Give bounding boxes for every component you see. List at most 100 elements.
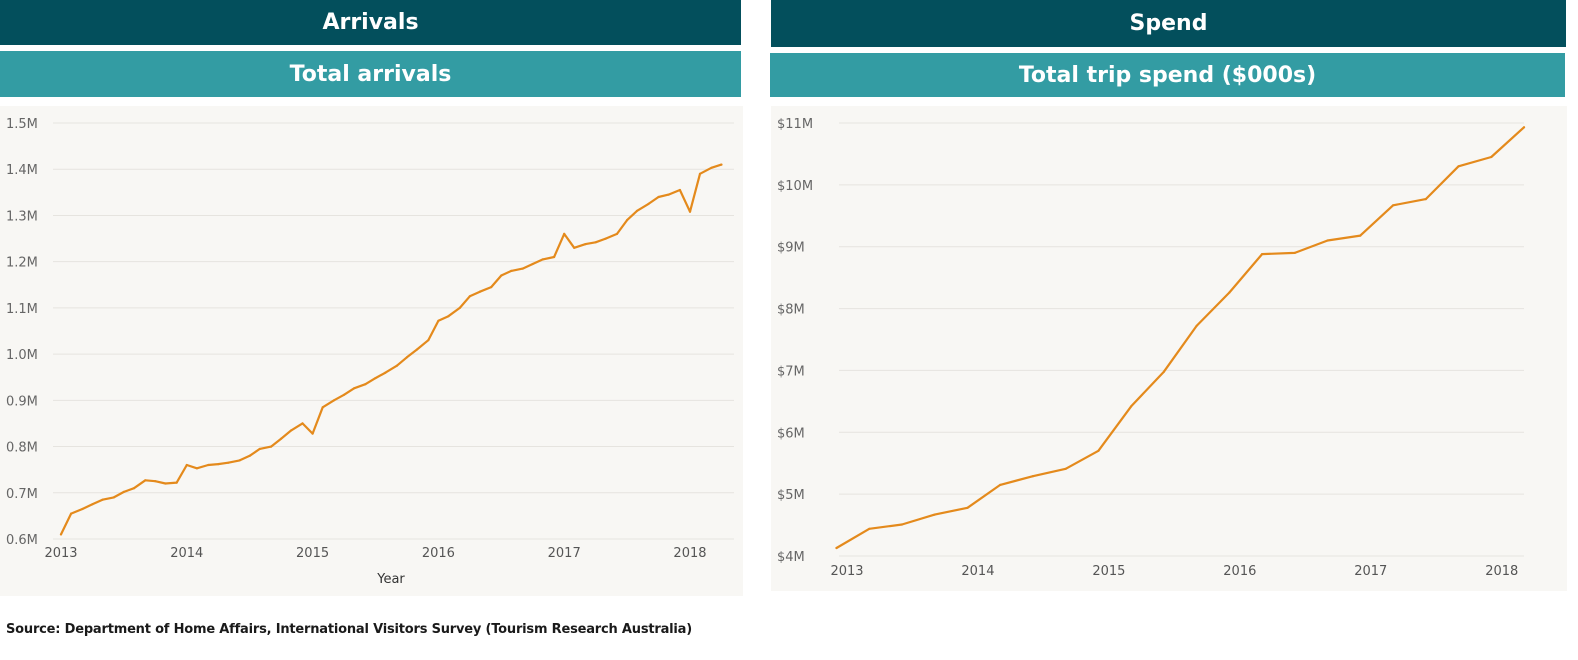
- data-point: [301, 422, 304, 425]
- y-tick-label: 1.2M: [6, 256, 38, 271]
- data-point: [553, 255, 556, 259]
- y-tick-label: 1.4M: [6, 163, 38, 178]
- data-point: [290, 429, 293, 432]
- x-tick-label: 2015: [1092, 564, 1125, 579]
- arrivals-line-chart: 0.6M 0.7M 0.8M 0.9M 1.0M 1.1M 1.2M 1.3M 1.4M 1.5M…: [6, 117, 734, 587]
- data-point: [395, 364, 398, 367]
- data-point: [541, 258, 544, 261]
- data-point: [636, 209, 639, 212]
- data-point: [59, 533, 63, 536]
- data-point: [510, 269, 513, 272]
- data-point: [81, 507, 84, 511]
- spend-panel: Spend Total trip spend ($000s) $4M $5M $6M…: [770, 0, 1567, 600]
- data-point: [999, 483, 1002, 486]
- data-point: [238, 459, 241, 462]
- y-tick-label: $9M: [777, 241, 805, 256]
- x-tick-label: 2018: [1485, 564, 1518, 579]
- data-point: [1130, 405, 1133, 408]
- data-point: [720, 163, 723, 166]
- data-point: [594, 241, 597, 244]
- data-point: [122, 490, 125, 493]
- data-point: [900, 523, 904, 526]
- data-point: [1359, 234, 1362, 237]
- data-point: [258, 447, 261, 450]
- data-point: [1261, 253, 1264, 256]
- x-tick-label: 2014: [170, 546, 203, 561]
- data-point: [280, 437, 283, 440]
- data-point: [248, 454, 251, 457]
- x-tick-label: 2014: [961, 564, 994, 579]
- data-point: [1522, 126, 1526, 129]
- x-tick-label: 2017: [1354, 564, 1387, 579]
- data-point: [154, 480, 157, 483]
- data-point: [1097, 449, 1100, 452]
- data-point: [478, 290, 481, 293]
- arrivals-chart-title: Total arrivals: [0, 51, 741, 97]
- data-point: [1064, 467, 1067, 470]
- spend-section-title: Spend: [771, 0, 1566, 47]
- data-point: [405, 356, 408, 359]
- x-tick-label: 2016: [422, 546, 455, 561]
- data-point: [1392, 204, 1395, 207]
- data-point: [112, 496, 115, 499]
- y-tick-label: $6M: [777, 426, 805, 441]
- y-tick-label: 0.7M: [6, 487, 38, 502]
- arrivals-panel: Arrivals Total arrivals 0.6M 0.7M 0.8M 0.9M…: [0, 0, 743, 600]
- y-tick-label: 1.0M: [6, 348, 38, 363]
- data-point: [868, 527, 871, 530]
- data-point: [647, 202, 650, 205]
- data-point: [175, 481, 178, 484]
- data-point: [353, 387, 356, 390]
- data-point: [667, 193, 670, 196]
- y-tick-label: 1.3M: [6, 209, 38, 224]
- arrivals-chart: 0.6M 0.7M 0.8M 0.9M 1.0M 1.1M 1.2M 1.3M 1.4M 1.5M…: [0, 106, 743, 596]
- data-point: [332, 399, 336, 402]
- data-point: [584, 243, 587, 246]
- y-tick-label: $5M: [777, 488, 805, 503]
- data-point: [101, 498, 104, 501]
- data-point: [521, 267, 524, 270]
- data-point: [364, 383, 367, 386]
- data-point: [573, 246, 576, 249]
- data-point: [132, 487, 136, 490]
- data-point: [1293, 251, 1296, 254]
- arrivals-section-title: Arrivals: [0, 0, 741, 45]
- data-point: [563, 232, 566, 235]
- y-tick-label: $10M: [777, 179, 813, 194]
- data-point: [657, 195, 660, 199]
- data-point: [447, 315, 450, 318]
- y-tick-label: $11M: [777, 117, 813, 132]
- data-point: [227, 461, 230, 464]
- y-tick-label: 1.5M: [6, 117, 38, 132]
- source-note: Source: Department of Home Affairs, Inte…: [6, 622, 692, 637]
- data-point: [144, 479, 147, 482]
- data-point: [615, 232, 619, 235]
- spend-chart: $4M $5M $6M $7M $8M $9M $10M $11M 2013 2014 2015 20…: [771, 106, 1567, 591]
- x-tick-label: 2018: [673, 546, 706, 561]
- data-point: [835, 546, 838, 550]
- series-line: [59, 163, 723, 536]
- data-point: [490, 286, 493, 289]
- data-point: [1162, 370, 1165, 373]
- y-tick-label: 0.9M: [6, 394, 38, 409]
- y-tick-label: 0.8M: [6, 441, 38, 456]
- data-point: [415, 348, 419, 351]
- data-point: [321, 406, 324, 409]
- data-point: [207, 463, 210, 467]
- data-point: [500, 274, 503, 277]
- data-point: [1424, 198, 1427, 201]
- data-point: [311, 432, 314, 435]
- data-point: [374, 377, 377, 380]
- data-point: [1031, 475, 1034, 478]
- x-tick-label: 2015: [296, 546, 329, 561]
- data-point: [678, 188, 682, 192]
- data-point: [710, 166, 713, 169]
- data-point: [185, 463, 188, 467]
- y-tick-label: 0.6M: [6, 533, 38, 548]
- data-point: [1228, 291, 1231, 294]
- x-axis-title: Year: [376, 572, 405, 587]
- spend-chart-title: Total trip spend ($000s): [770, 53, 1565, 97]
- data-point: [458, 306, 461, 309]
- data-point: [966, 506, 969, 509]
- data-point: [1490, 155, 1493, 159]
